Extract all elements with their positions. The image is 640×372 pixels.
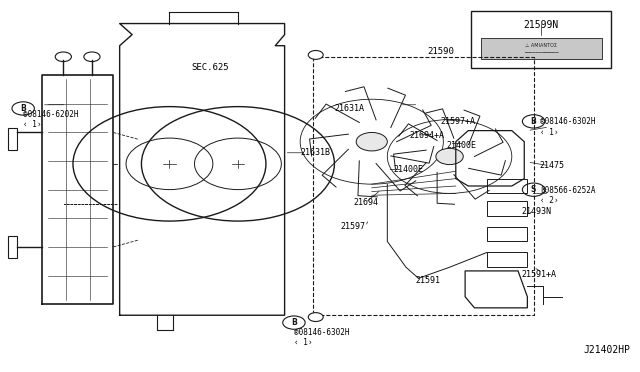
Circle shape bbox=[308, 312, 323, 321]
Text: B: B bbox=[531, 117, 536, 126]
Text: 21590: 21590 bbox=[428, 47, 454, 56]
Circle shape bbox=[356, 132, 387, 151]
Text: ⚠ ΑΜΙΑΝΤΟΣ
────────────: ⚠ ΑΜΙΑΝΤΟΣ ──────────── bbox=[524, 43, 559, 54]
Text: 21493N: 21493N bbox=[521, 207, 551, 217]
Text: B: B bbox=[291, 318, 297, 327]
Text: 21475: 21475 bbox=[540, 161, 565, 170]
Circle shape bbox=[308, 51, 323, 60]
Text: S: S bbox=[531, 185, 536, 194]
Text: 21591+A: 21591+A bbox=[521, 270, 556, 279]
Text: 21599N: 21599N bbox=[524, 20, 559, 30]
Text: ®08146-6202H
‹ 1›: ®08146-6202H ‹ 1› bbox=[23, 110, 79, 129]
Text: 21400E: 21400E bbox=[447, 141, 476, 150]
Text: B: B bbox=[20, 104, 26, 113]
Text: SEC.625: SEC.625 bbox=[191, 63, 229, 72]
Text: 21400E: 21400E bbox=[394, 165, 424, 174]
Text: 21694+A: 21694+A bbox=[409, 131, 444, 140]
Text: 21591: 21591 bbox=[415, 276, 440, 285]
Text: ß08566-6252A
‹ 2›: ß08566-6252A ‹ 2› bbox=[540, 186, 595, 205]
Text: J21402HP: J21402HP bbox=[584, 345, 630, 355]
Text: 21597+A: 21597+A bbox=[440, 117, 476, 126]
Text: 21597: 21597 bbox=[340, 222, 365, 231]
Circle shape bbox=[436, 148, 463, 164]
Text: 21631B: 21631B bbox=[300, 148, 330, 157]
Text: 21631A: 21631A bbox=[335, 104, 364, 113]
Text: ®08146-6302H
‹ 1›: ®08146-6302H ‹ 1› bbox=[540, 117, 595, 137]
Text: ®08146-6302H
‹ 1›: ®08146-6302H ‹ 1› bbox=[294, 328, 349, 347]
Text: 21694: 21694 bbox=[353, 198, 378, 207]
FancyBboxPatch shape bbox=[481, 38, 602, 59]
